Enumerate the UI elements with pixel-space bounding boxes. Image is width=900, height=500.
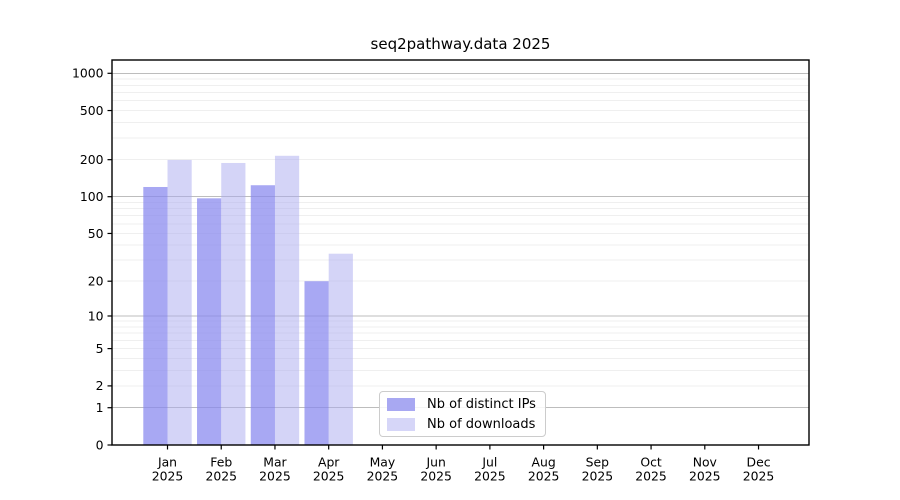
x-tick-label-year-may: 2025 <box>367 469 399 484</box>
y-tick-label-5: 5 <box>96 341 104 356</box>
x-tick-label-year-mar: 2025 <box>259 469 291 484</box>
x-tick-label-year-jun: 2025 <box>420 469 452 484</box>
x-tick-label-year-aug: 2025 <box>528 469 560 484</box>
legend-item-distinct-ips: Nb of distinct IPs <box>380 396 545 412</box>
x-tick-label-month-jan: Jan <box>157 455 177 470</box>
x-tick-label-month-aug: Aug <box>532 455 556 470</box>
bar-jan-downloads <box>167 159 192 445</box>
bar-mar-downloads <box>274 155 300 445</box>
x-tick-label-month-jun: Jun <box>425 455 445 470</box>
x-tick-label-month-feb: Feb <box>210 455 232 470</box>
y-tick-label-50: 50 <box>88 226 104 241</box>
x-tick-label-month-may: May <box>370 455 396 470</box>
bar-feb-downloads <box>221 162 246 445</box>
legend-item-downloads: Nb of downloads <box>380 416 545 432</box>
bar-mar-distinct-ips <box>250 185 275 445</box>
x-tick-label-year-nov: 2025 <box>689 469 721 484</box>
legend-label-downloads: Nb of downloads <box>427 416 536 432</box>
legend: Nb of distinct IPs Nb of downloads <box>379 391 546 437</box>
x-tick-label-year-dec: 2025 <box>743 469 775 484</box>
y-tick-label-10: 10 <box>88 308 104 323</box>
plot-frame <box>111 59 810 446</box>
y-tick-label-20: 20 <box>88 274 104 289</box>
x-tick-label-month-oct: Oct <box>640 455 662 470</box>
y-tick-label-2: 2 <box>96 378 104 393</box>
x-tick-label-month-sep: Sep <box>586 455 609 470</box>
x-tick-label-year-feb: 2025 <box>205 469 237 484</box>
bar-jan-distinct-ips <box>143 186 168 445</box>
y-tick-label-1: 1 <box>96 400 104 415</box>
x-tick-label-year-apr: 2025 <box>313 469 345 484</box>
y-tick-label-1000: 1000 <box>72 66 104 81</box>
x-tick-label-year-sep: 2025 <box>582 469 614 484</box>
chart-title: seq2pathway.data 2025 <box>370 35 551 53</box>
x-tick-label-month-dec: Dec <box>747 455 771 470</box>
y-tick-label-0: 0 <box>96 437 104 452</box>
legend-swatch-distinct-ips <box>387 397 415 411</box>
x-tick-label-month-mar: Mar <box>263 455 287 470</box>
x-tick-label-year-jul: 2025 <box>474 469 506 484</box>
y-tick-label-200: 200 <box>80 152 104 167</box>
x-tick-label-month-apr: Apr <box>318 455 340 470</box>
x-tick-label-year-jan: 2025 <box>152 469 184 484</box>
bar-apr-downloads <box>328 253 353 445</box>
y-tick-label-500: 500 <box>80 103 104 118</box>
y-tick-label-100: 100 <box>80 189 104 204</box>
bar-feb-distinct-ips <box>197 198 222 445</box>
bar-apr-distinct-ips <box>304 281 329 445</box>
legend-label-distinct-ips: Nb of distinct IPs <box>427 396 536 412</box>
legend-swatch-downloads <box>387 417 415 431</box>
x-tick-label-month-nov: Nov <box>693 455 717 470</box>
x-tick-label-month-jul: Jul <box>481 455 497 470</box>
x-tick-label-year-oct: 2025 <box>635 469 667 484</box>
